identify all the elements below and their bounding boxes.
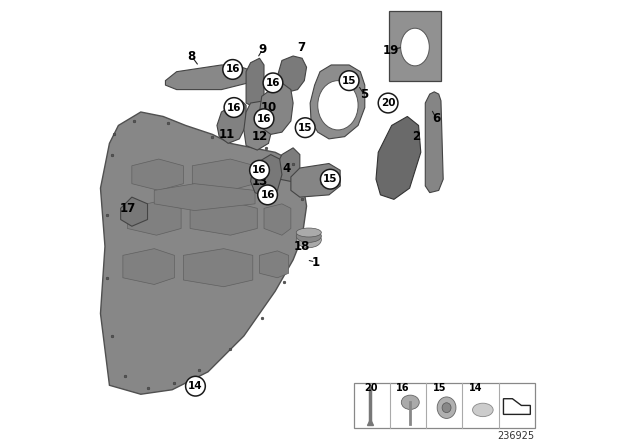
Text: 15: 15 xyxy=(298,123,312,133)
Ellipse shape xyxy=(437,397,456,418)
Text: 236925: 236925 xyxy=(497,431,534,441)
FancyBboxPatch shape xyxy=(353,383,535,428)
Text: 9: 9 xyxy=(259,43,267,56)
Text: 4: 4 xyxy=(282,161,291,175)
Text: 16: 16 xyxy=(257,114,271,124)
Circle shape xyxy=(378,93,398,113)
Text: 7: 7 xyxy=(297,40,305,54)
Polygon shape xyxy=(425,92,443,193)
Circle shape xyxy=(339,71,359,90)
Polygon shape xyxy=(310,65,365,139)
Circle shape xyxy=(186,376,205,396)
Polygon shape xyxy=(120,197,147,226)
Ellipse shape xyxy=(296,230,321,242)
Text: 2: 2 xyxy=(412,130,420,143)
Polygon shape xyxy=(275,148,300,181)
Text: 10: 10 xyxy=(260,101,276,114)
Text: 16: 16 xyxy=(225,65,240,74)
Text: 5: 5 xyxy=(360,87,368,101)
Polygon shape xyxy=(100,112,307,394)
Polygon shape xyxy=(123,249,174,284)
Polygon shape xyxy=(217,101,246,143)
Polygon shape xyxy=(192,159,255,190)
Circle shape xyxy=(250,160,269,180)
Text: 14: 14 xyxy=(469,383,483,393)
Text: 12: 12 xyxy=(252,130,268,143)
Ellipse shape xyxy=(296,232,321,248)
Text: 6: 6 xyxy=(433,112,440,125)
Text: 17: 17 xyxy=(120,202,136,215)
Polygon shape xyxy=(504,399,531,414)
Text: 1: 1 xyxy=(312,255,319,269)
Text: 18: 18 xyxy=(294,240,310,253)
Text: 20: 20 xyxy=(364,383,377,393)
Text: 15: 15 xyxy=(342,76,356,86)
Polygon shape xyxy=(376,116,421,199)
Circle shape xyxy=(224,98,244,117)
Text: 16: 16 xyxy=(396,383,410,393)
Circle shape xyxy=(296,118,315,138)
Text: 16: 16 xyxy=(227,103,241,112)
Ellipse shape xyxy=(472,403,493,417)
Text: 16: 16 xyxy=(252,165,267,175)
Ellipse shape xyxy=(442,403,451,413)
Circle shape xyxy=(321,169,340,189)
Polygon shape xyxy=(154,184,255,211)
Polygon shape xyxy=(244,101,273,150)
Polygon shape xyxy=(190,202,257,235)
Text: 16: 16 xyxy=(266,78,280,88)
Polygon shape xyxy=(132,159,183,190)
Text: 14: 14 xyxy=(188,381,203,391)
Text: 8: 8 xyxy=(188,49,196,63)
Text: 19: 19 xyxy=(383,43,399,57)
Polygon shape xyxy=(260,251,289,278)
Text: 13: 13 xyxy=(252,175,268,188)
Ellipse shape xyxy=(401,395,419,409)
Circle shape xyxy=(263,73,283,93)
Text: 11: 11 xyxy=(219,128,236,141)
Polygon shape xyxy=(165,65,253,90)
Circle shape xyxy=(223,60,243,79)
Ellipse shape xyxy=(317,81,358,130)
Polygon shape xyxy=(291,164,340,197)
Text: 15: 15 xyxy=(323,174,337,184)
Polygon shape xyxy=(264,204,291,235)
Text: 15: 15 xyxy=(433,383,446,393)
Polygon shape xyxy=(127,202,181,235)
Circle shape xyxy=(254,109,274,129)
Circle shape xyxy=(258,185,277,205)
Text: 16: 16 xyxy=(260,190,275,200)
Ellipse shape xyxy=(401,28,429,66)
Polygon shape xyxy=(183,249,253,287)
Polygon shape xyxy=(246,58,264,108)
FancyBboxPatch shape xyxy=(389,11,441,81)
Text: 20: 20 xyxy=(381,98,396,108)
Polygon shape xyxy=(260,83,293,134)
Polygon shape xyxy=(250,155,282,197)
Polygon shape xyxy=(277,56,307,92)
Text: 3: 3 xyxy=(319,175,328,188)
Ellipse shape xyxy=(296,228,321,237)
Polygon shape xyxy=(504,405,531,414)
